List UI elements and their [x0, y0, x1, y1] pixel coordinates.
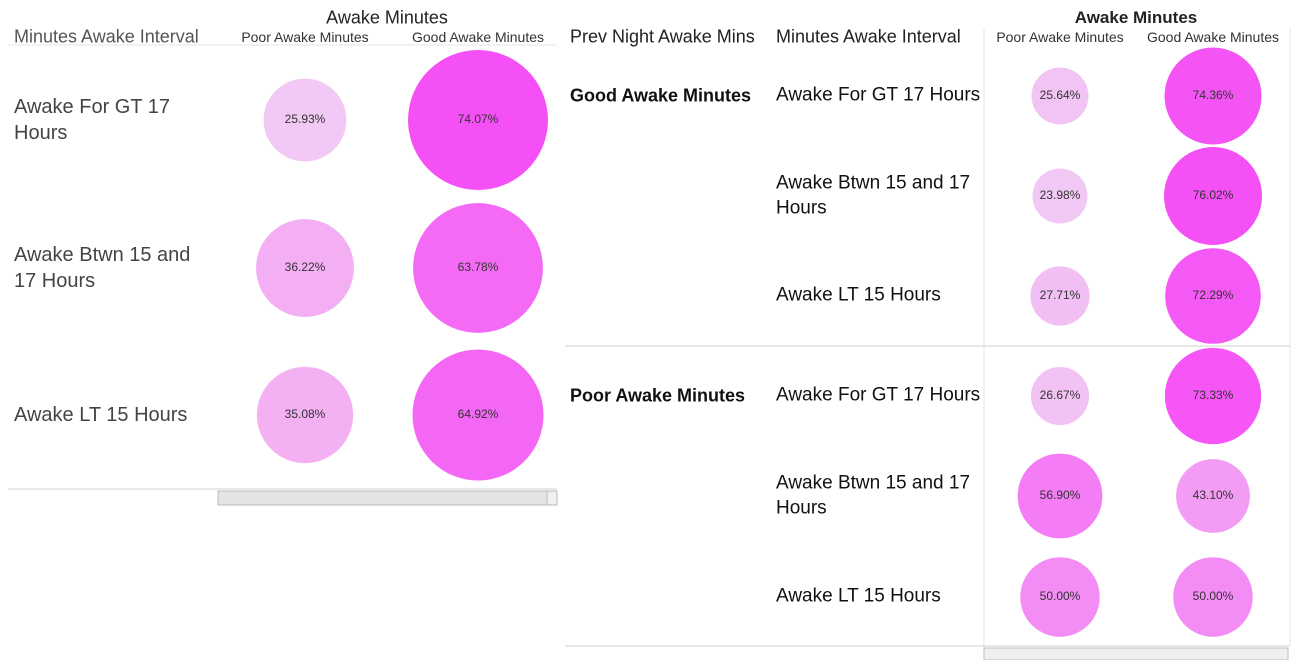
bubble: [413, 203, 543, 333]
row-label: Awake Btwn 15 and 17 Hours: [14, 244, 191, 292]
bubble: [1032, 168, 1088, 224]
header-title: Awake Minutes: [326, 7, 448, 28]
row-label: Awake LT 15 Hours: [776, 585, 941, 607]
bubble-label: 23.98%: [1040, 188, 1081, 202]
bubble: [1030, 266, 1090, 326]
scrollbar[interactable]: [983, 647, 1289, 660]
bubble-label: 73.33%: [1193, 388, 1234, 402]
bubble-label: 35.08%: [285, 407, 326, 421]
bubble-label: 74.36%: [1193, 88, 1234, 102]
bubble: [1164, 347, 1262, 445]
bubble: [412, 349, 544, 481]
group-label: Good Awake Minutes: [570, 85, 752, 106]
bubble-label: 27.71%: [1040, 288, 1081, 302]
bubble-label: 36.22%: [285, 260, 326, 274]
row-label: Awake Btwn 15 and 17 Hours: [776, 472, 971, 518]
group-label: Poor Awake Minutes: [570, 385, 746, 406]
bubble: [1163, 146, 1263, 246]
row-label: Awake For GT 17 Hours: [776, 384, 981, 406]
bubble-label: 74.07%: [458, 112, 499, 126]
bubble: [408, 50, 548, 190]
row-header: Minutes Awake Interval: [776, 26, 961, 47]
row-label: Awake For GT 17 Hours: [14, 96, 170, 144]
bubble: [1173, 557, 1253, 637]
bubble: [1031, 67, 1089, 125]
bubble-label: 72.29%: [1193, 288, 1234, 302]
bubble-label: 76.02%: [1193, 188, 1234, 202]
row-header: Minutes Awake Interval: [14, 26, 199, 47]
bubble: [256, 219, 354, 317]
bubble: [1017, 453, 1103, 539]
row-label: Awake For GT 17 Hours: [776, 84, 981, 106]
bubble: [1020, 557, 1100, 637]
bubble: [1176, 459, 1250, 533]
bubble-label: 25.64%: [1040, 88, 1081, 102]
bubble: [1165, 248, 1261, 344]
bubble-label: 64.92%: [458, 407, 499, 421]
row-label: Awake LT 15 Hours: [14, 404, 188, 426]
bubble-label: 25.93%: [285, 112, 326, 126]
column-header: Good Awake Minutes: [1146, 28, 1280, 45]
bubble: [1164, 47, 1262, 145]
bubble-label: 56.90%: [1040, 488, 1081, 502]
bubble: [1030, 366, 1090, 426]
row-label: Awake LT 15 Hours: [776, 284, 941, 306]
bubble-label: 50.00%: [1193, 589, 1234, 603]
column-header: Poor Awake Minutes: [241, 28, 369, 45]
bubble-label: 26.67%: [1040, 388, 1081, 402]
bubble: [263, 78, 347, 162]
bubble-label: 50.00%: [1040, 589, 1081, 603]
bubble-label: 63.78%: [458, 260, 499, 274]
scrollbar-thumb[interactable]: [217, 490, 548, 506]
column-header: Good Awake Minutes: [411, 28, 545, 45]
bubble: [256, 366, 354, 464]
row-label: Awake Btwn 15 and 17 Hours: [776, 172, 971, 218]
group-header: Prev Night Awake Mins: [570, 26, 755, 47]
bubble-label: 43.10%: [1193, 488, 1234, 502]
column-header: Poor Awake Minutes: [996, 28, 1124, 45]
header-title: Awake Minutes: [1074, 7, 1198, 27]
